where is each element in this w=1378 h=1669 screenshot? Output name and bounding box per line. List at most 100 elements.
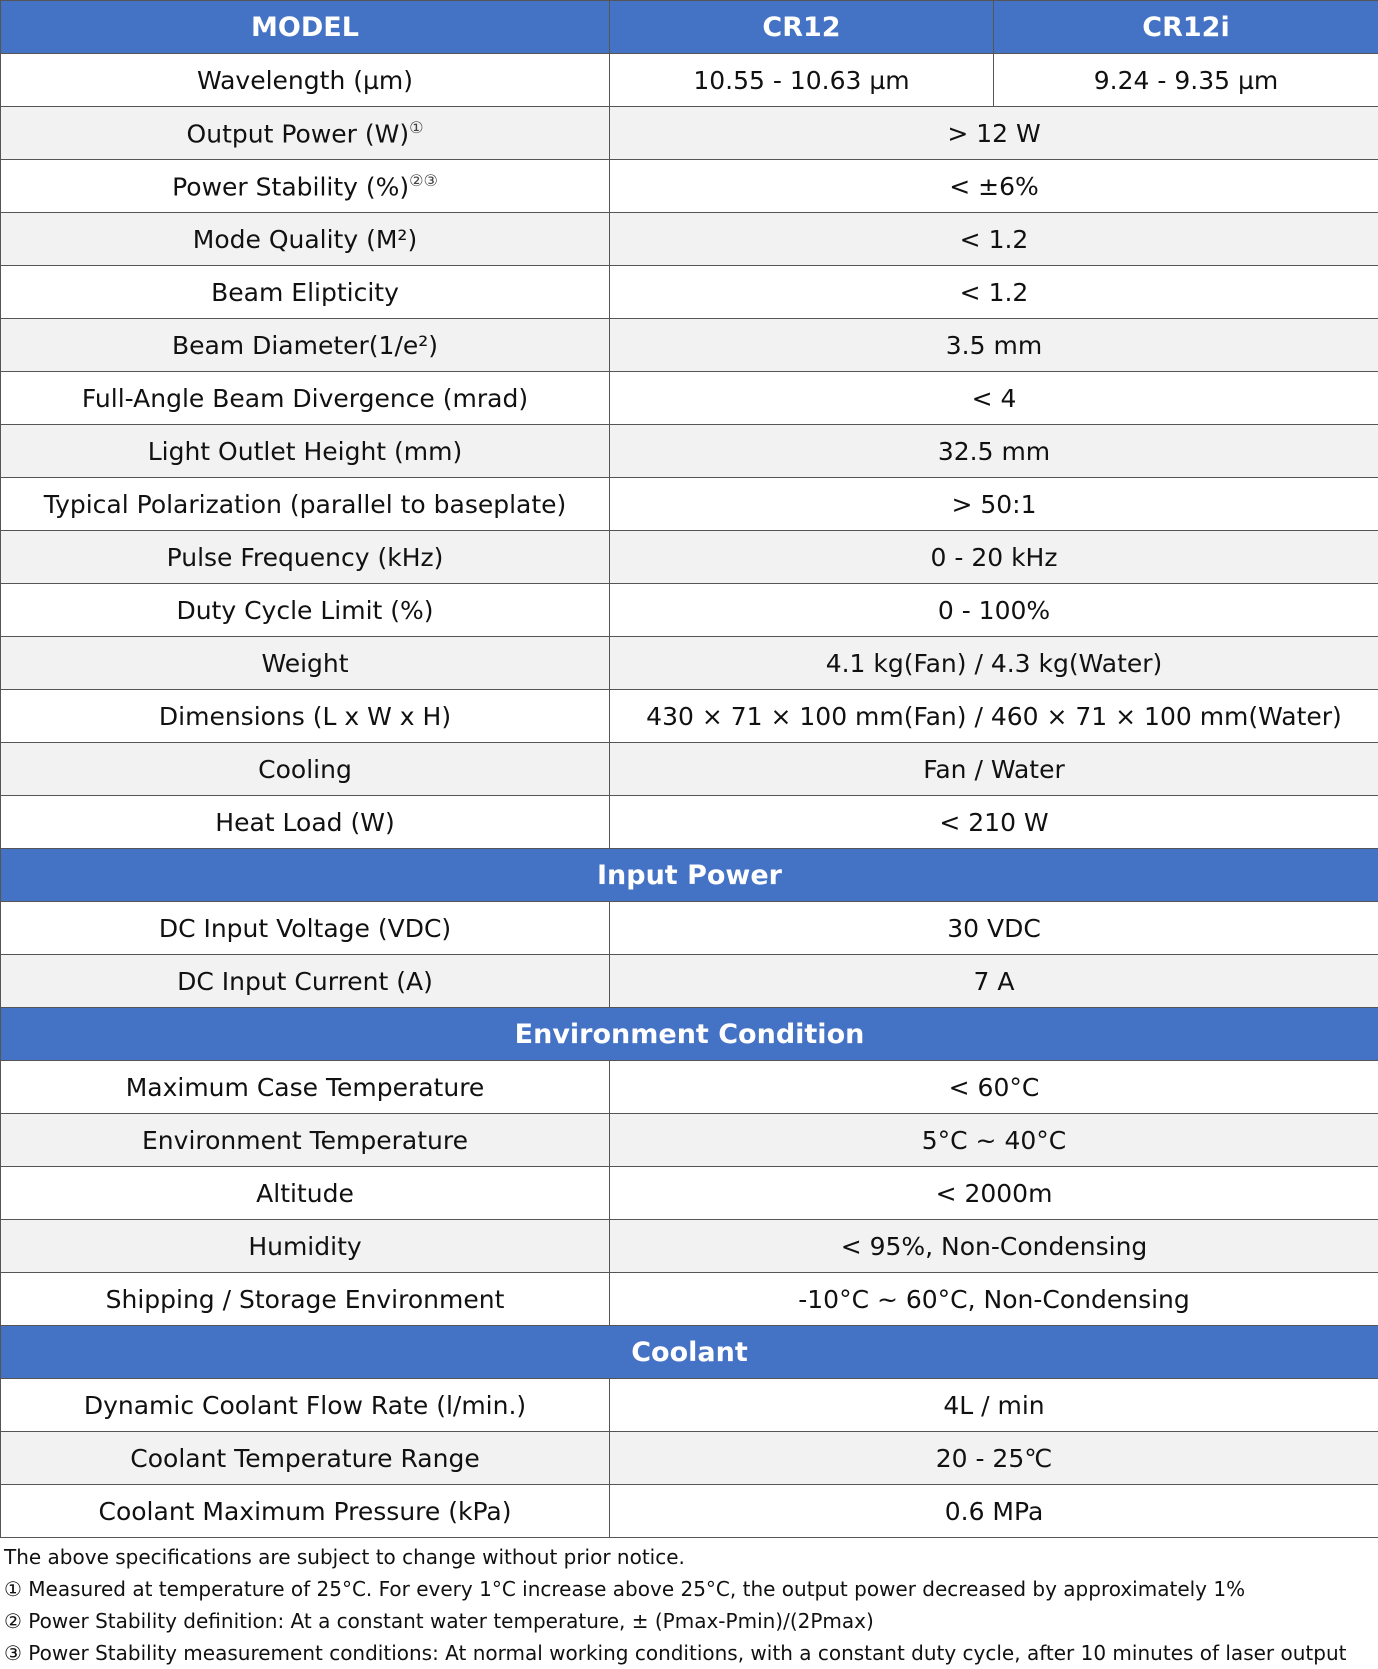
spec-row: Typical Polarization (parallel to basepl…: [0, 477, 1378, 531]
spec-label: Light Outlet Height (mm): [0, 424, 610, 478]
label-text: Mode Quality (M²): [192, 224, 418, 254]
label-text: Duty Cycle Limit (%): [176, 595, 434, 625]
label-text: Typical Polarization (parallel to basepl…: [43, 489, 567, 519]
spec-row: Heat Load (W) < 210 W: [0, 795, 1378, 849]
spec-label: Weight: [0, 636, 610, 690]
spec-row: Full-Angle Beam Divergence (mrad) < 4: [0, 371, 1378, 425]
spec-value: < 1.2: [609, 212, 1378, 266]
spec-value: 0 - 100%: [609, 583, 1378, 637]
spec-value: < 2000m: [609, 1166, 1378, 1220]
label-text: Coolant Maximum Pressure (kPa): [98, 1496, 512, 1526]
spec-table: MODEL CR12 CR12i Wavelength (µm) 10.55 - 10.…: [0, 0, 1378, 1538]
spec-label: Pulse Frequency (kHz): [0, 530, 610, 584]
label-text: Environment Temperature: [142, 1125, 468, 1155]
label-text: Heat Load (W): [215, 807, 395, 837]
spec-row: Maximum Case Temperature < 60°C: [0, 1060, 1378, 1114]
spec-row: DC Input Current (A) 7 A: [0, 954, 1378, 1008]
spec-value: < 1.2: [609, 265, 1378, 319]
footnote: ① Measured at temperature of 25°C. For e…: [4, 1577, 1246, 1601]
header-cell: MODEL: [0, 0, 610, 54]
spec-label: Coolant Temperature Range: [0, 1431, 610, 1485]
footnotes: The above specifications are subject to …: [0, 1538, 1378, 1669]
section-row: Environment Condition: [0, 1007, 1378, 1061]
spec-value: > 12 W: [609, 106, 1378, 160]
spec-label: Typical Polarization (parallel to basepl…: [0, 477, 610, 531]
spec-row: Coolant Maximum Pressure (kPa) 0.6 MPa: [0, 1484, 1378, 1538]
spec-row: Environment Temperature 5°C ~ 40°C: [0, 1113, 1378, 1167]
label-text: Coolant Temperature Range: [130, 1443, 480, 1473]
spec-value: 0 - 20 kHz: [609, 530, 1378, 584]
spec-value: < 210 W: [609, 795, 1378, 849]
spec-label: Dynamic Coolant Flow Rate (l/min.): [0, 1378, 610, 1432]
spec-label: Heat Load (W): [0, 795, 610, 849]
spec-value: 20 - 25℃: [609, 1431, 1378, 1485]
label-text: Humidity: [248, 1231, 362, 1261]
label-text: Power Stability (%): [172, 172, 410, 202]
footnote: ② Power Stability definition: At a const…: [4, 1609, 874, 1633]
label-text: DC Input Current (A): [177, 966, 433, 996]
spec-row: Shipping / Storage Environment -10°C ~ 60…: [0, 1272, 1378, 1326]
spec-value: 4L / min: [609, 1378, 1378, 1432]
label-text: Altitude: [256, 1178, 354, 1208]
spec-label: Full-Angle Beam Divergence (mrad): [0, 371, 610, 425]
label-text: Full-Angle Beam Divergence (mrad): [81, 383, 529, 413]
label-text: Dynamic Coolant Flow Rate (l/min.): [83, 1390, 527, 1420]
footnote-mark: ②③: [409, 170, 438, 190]
spec-row: Humidity < 95%, Non-Condensing: [0, 1219, 1378, 1273]
spec-row: Duty Cycle Limit (%) 0 - 100%: [0, 583, 1378, 637]
spec-row: DC Input Voltage (VDC) 30 VDC: [0, 901, 1378, 955]
spec-row: Dimensions (L x W x H) 430 × 71 × 100 mm(…: [0, 689, 1378, 743]
label-text: Cooling: [258, 754, 352, 784]
spec-value: < ±6%: [609, 159, 1378, 213]
spec-label: DC Input Voltage (VDC): [0, 901, 610, 955]
spec-label: Wavelength (µm): [0, 53, 610, 107]
section-title: Coolant: [0, 1325, 1378, 1379]
footnote: The above specifications are subject to …: [4, 1545, 685, 1569]
header-cell: CR12: [609, 0, 994, 54]
spec-value: 10.55 - 10.63 µm: [609, 53, 994, 107]
spec-label: Maximum Case Temperature: [0, 1060, 610, 1114]
label-text: Maximum Case Temperature: [125, 1072, 485, 1102]
section-title: Environment Condition: [0, 1007, 1378, 1061]
spec-row: Weight 4.1 kg(Fan) / 4.3 kg(Water): [0, 636, 1378, 690]
spec-value: 32.5 mm: [609, 424, 1378, 478]
spec-value: < 4: [609, 371, 1378, 425]
spec-row: Mode Quality (M²) < 1.2: [0, 212, 1378, 266]
label-text: Wavelength (µm): [196, 65, 413, 95]
spec-value: 5°C ~ 40°C: [609, 1113, 1378, 1167]
spec-value: < 95%, Non-Condensing: [609, 1219, 1378, 1273]
spec-value: 3.5 mm: [609, 318, 1378, 372]
label-text: Beam Elipticity: [211, 277, 399, 307]
spec-label: Environment Temperature: [0, 1113, 610, 1167]
footnote-mark: ①: [409, 117, 424, 137]
label-text: Dimensions (L x W x H): [158, 701, 452, 731]
spec-label: Altitude: [0, 1166, 610, 1220]
spec-label: Dimensions (L x W x H): [0, 689, 610, 743]
footnote: ③ Power Stability measurement conditions…: [4, 1641, 1347, 1665]
section-row: Input Power: [0, 848, 1378, 902]
spec-row: Coolant Temperature Range 20 - 25℃: [0, 1431, 1378, 1485]
label-text: Output Power (W): [186, 119, 410, 149]
spec-row: Power Stability (%)②③ < ±6%: [0, 159, 1378, 213]
spec-value: < 60°C: [609, 1060, 1378, 1114]
spec-row: Cooling Fan / Water: [0, 742, 1378, 796]
spec-row: Dynamic Coolant Flow Rate (l/min.) 4L / m…: [0, 1378, 1378, 1432]
label-text: Weight: [261, 648, 349, 678]
label-text: DC Input Voltage (VDC): [158, 913, 452, 943]
spec-row: Altitude < 2000m: [0, 1166, 1378, 1220]
spec-row: Wavelength (µm) 10.55 - 10.63 µm 9.24 - 9.…: [0, 53, 1378, 107]
spec-row: Light Outlet Height (mm) 32.5 mm: [0, 424, 1378, 478]
spec-label: Shipping / Storage Environment: [0, 1272, 610, 1326]
spec-value: -10°C ~ 60°C, Non-Condensing: [609, 1272, 1378, 1326]
label-text: Pulse Frequency (kHz): [166, 542, 444, 572]
spec-value: 430 × 71 × 100 mm(Fan) / 460 × 71 × 100 …: [609, 689, 1378, 743]
spec-label: Humidity: [0, 1219, 610, 1273]
spec-label: Mode Quality (M²): [0, 212, 610, 266]
spec-label: Beam Elipticity: [0, 265, 610, 319]
label-text: Shipping / Storage Environment: [105, 1284, 505, 1314]
section-row: Coolant: [0, 1325, 1378, 1379]
spec-label: DC Input Current (A): [0, 954, 610, 1008]
spec-label: Beam Diameter(1/e²): [0, 318, 610, 372]
spec-label: Cooling: [0, 742, 610, 796]
